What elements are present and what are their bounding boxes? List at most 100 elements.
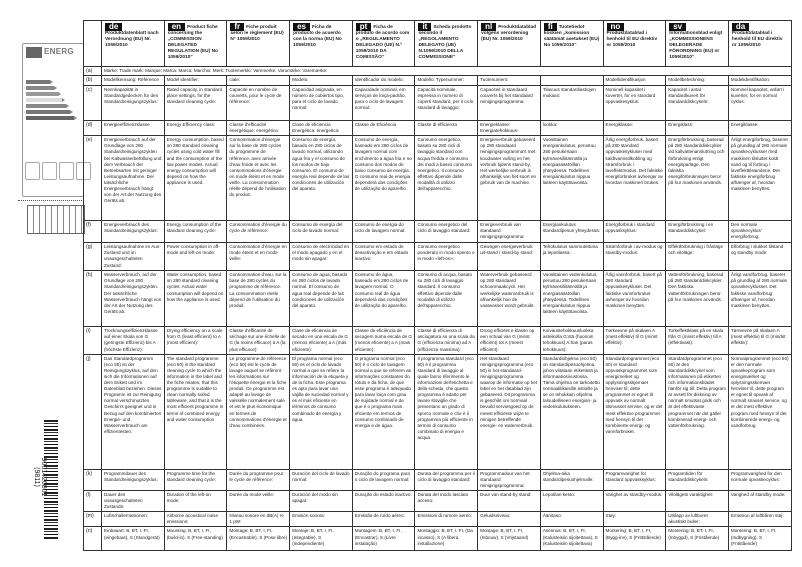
language-code-badge: en bbox=[167, 23, 186, 31]
cell-nl: Energieverbruik gebaseerd op 280 standaa… bbox=[477, 135, 541, 222]
cell-no: Programvarighet for standard oppvasksykl… bbox=[602, 468, 667, 491]
row-label: (h) bbox=[83, 270, 102, 328]
cell-en: Duration of the left-on mode: bbox=[163, 489, 228, 513]
cell-sv: Programtiden för standarddiskcykeln: bbox=[665, 468, 729, 491]
language-header-fr: fr Fiche produit selon le règlement (EU) … bbox=[226, 20, 291, 67]
energy-class-bar bbox=[26, 116, 77, 120]
language-header-title: Ficha de producto de acuerdo con la norm… bbox=[293, 25, 342, 48]
cell-no: Strømforbruk i av-modus og standby-modus… bbox=[602, 242, 667, 272]
cell-it: Durata del programma per il ciclo di lav… bbox=[414, 468, 479, 491]
row-label: (j) bbox=[83, 353, 102, 470]
cell-da: Energiklasse: bbox=[727, 120, 792, 137]
cell-pt: Consumo em estado de desactivação e em e… bbox=[351, 242, 416, 272]
cell-es: Clase de eficiencia de secado en una esc… bbox=[289, 326, 353, 355]
cell-nl: Droog efficiënt e klasse op een schaal v… bbox=[477, 326, 541, 355]
cell-de: Dauer des unausgeschalteten Zustands: bbox=[101, 489, 165, 513]
row-label: (n) bbox=[83, 526, 102, 552]
cell-no: Støy: bbox=[602, 511, 667, 528]
cell-es: Duración del ciclo de lavado normal: bbox=[289, 468, 353, 491]
cell-de: Wasserverbrauch, auf der Grundlage von 2… bbox=[101, 270, 165, 328]
cell-fi: Energiankulutus standardipesun yhteydess… bbox=[539, 220, 604, 244]
table-row: (f) Energieverbrauch des Standardreinigun… bbox=[83, 220, 792, 244]
cell-sv: Kapacitet i antal standardkuvert för sta… bbox=[665, 85, 729, 122]
cell-no: Energiklasse: bbox=[602, 120, 667, 137]
cell-es: Consumo de electricidad en el modo apaga… bbox=[289, 242, 353, 272]
cell-de: Das Standardprogramm (eco 50) ist der Re… bbox=[101, 353, 165, 470]
cell-nl: Montage: B, BT, I, FI, (Inbouw), S (Vrij… bbox=[477, 526, 541, 552]
cell-no: Standardprogrammet (eco 50) er standard … bbox=[602, 353, 667, 470]
cell-pt: Consumo de energia, baseado em 280 ciclo… bbox=[351, 135, 416, 222]
cell-es: Duración del modo sin apagar: bbox=[289, 489, 353, 513]
row-label: (g) bbox=[83, 242, 102, 272]
language-header-title: Informationsblad enligt „KOMMISSIONENS D… bbox=[669, 31, 723, 60]
cell-no: Årlig vannforbruk, basert på 280 standar… bbox=[602, 270, 667, 328]
row-label: (e) bbox=[83, 135, 102, 222]
cell-fi: Ohjelma-aika standardipesuohjelmalle: bbox=[539, 468, 604, 491]
language-code-badge: it bbox=[418, 23, 432, 31]
cell-fr: Consommation d'énergie du cycle de référ… bbox=[226, 220, 291, 244]
cell-fi: luokka: bbox=[539, 120, 604, 137]
cell-es: Consumo de agua, basado en 280 ciclos de… bbox=[289, 270, 353, 328]
cell-de: Programmdauer des Standardreinigungszykl… bbox=[101, 468, 165, 491]
energy-label-title: ENERG bbox=[44, 47, 74, 56]
cell-de: Trocknungseffizienzklasse auf einer Skal… bbox=[101, 326, 165, 355]
cell-en: Airborne acoustical noise emissions: bbox=[163, 511, 228, 528]
language-header-title: Ficha de produto de acordo com o „REGULA… bbox=[355, 25, 410, 60]
cell-da: Tørreevne på skalaen A (mest effektiv) t… bbox=[727, 326, 792, 355]
cell-it: Consumo energetico, basato su 280 cicli … bbox=[414, 135, 479, 222]
energy-class-bar bbox=[26, 110, 73, 114]
language-code-badge: fi bbox=[543, 23, 557, 31]
language-code-badge: nl bbox=[481, 23, 497, 31]
cell-da: Normalprogrammet (eco 50) er den normale… bbox=[727, 353, 792, 470]
cell-en: Rated capacity, in standard place settin… bbox=[163, 85, 228, 122]
cell-no: Nominell kapasitet i kuverter, for en st… bbox=[602, 85, 667, 122]
cell-sv: Montering: B, BT, I, FI, (Inbyggd), S (F… bbox=[665, 526, 729, 552]
cell-it: Il programma standard (eco 50) è il prog… bbox=[414, 353, 479, 470]
cell-en: Energy Efficiency class: bbox=[163, 120, 228, 137]
cell-da: Nominel kapacitet, anført i kuverter, fo… bbox=[727, 85, 792, 122]
cell-da: Den normale opvaskecyklus' energiforbrug… bbox=[727, 220, 792, 244]
cell-es: Clase de eficiencia Energética: energeti… bbox=[289, 120, 353, 137]
cell-nl: Energieverbruik van standaard reinigings… bbox=[477, 220, 541, 244]
language-header-title: Produktdatablad volgens verordening (EU)… bbox=[481, 25, 537, 42]
language-code-badge: de bbox=[105, 23, 123, 31]
cell-nl: Capaciteit in standaard couverts bij het… bbox=[477, 85, 541, 122]
table-row: (h) Wasserverbrauch, auf der Grundlage vo… bbox=[83, 270, 792, 328]
cell-pt: Duração do programa para o ciclo de lava… bbox=[351, 468, 416, 491]
language-header-title: Scheda prodotto secondo il „REGOLAMENTO … bbox=[418, 25, 472, 60]
cell-da: Montering: B, BT, I, FI, (Indbygning), S… bbox=[727, 526, 792, 552]
cell-sv: Utsläpp av luftburet akustiskt buller: bbox=[665, 511, 729, 528]
energy-class-bar bbox=[26, 98, 65, 102]
energy-label-image: ENERG bbox=[22, 43, 91, 197]
cell-it: Emissioni di rumore aereo: bbox=[414, 511, 479, 528]
cell-nl: Tuotenumero: bbox=[477, 75, 541, 87]
cell-nl: Waterverbruik gebaseerd op 280 standaard… bbox=[477, 270, 541, 328]
cell-de: Energieeffizienzklasse bbox=[101, 120, 165, 137]
cell-fi: Äänitaso: bbox=[539, 511, 604, 528]
cell-es: Modelo: bbox=[289, 75, 353, 87]
language-code-badge: es bbox=[293, 23, 310, 31]
cell-pt: Emissão de ruído aéreo: bbox=[351, 511, 416, 528]
cell-fi: Tilavuus standardiastiojen mukaan: bbox=[539, 85, 604, 122]
cell-da: Elforbrug i slukket tilstand og standby … bbox=[727, 242, 792, 272]
cell-fi: Vuosittainen vedenkulutus, perustuu 280 … bbox=[539, 270, 604, 328]
language-header-title: Product fiche concerning the „COMMISSION… bbox=[167, 25, 218, 60]
cell-de: Luftschallemissionen: bbox=[101, 511, 165, 528]
table-row: (a) Marke: Trade mark: Marque: Marca: Mar… bbox=[83, 65, 792, 77]
cell-fr: Consommation d'énergie en mode éteint et… bbox=[226, 242, 291, 272]
language-header-fi: fi Tuotetiedot koskien „komission säätämä… bbox=[539, 20, 604, 67]
cell-it: Consumo di acqua, basato su 280 cicli di… bbox=[414, 270, 479, 328]
row-label-header bbox=[83, 20, 102, 67]
cell-fi bbox=[539, 75, 604, 87]
cell-da: Varighed af standby mode: bbox=[727, 489, 792, 513]
cell-it: Classe di efficienza bbox=[414, 120, 479, 137]
language-header-en: en Product fiche concerning the „COMMISSI… bbox=[163, 20, 228, 67]
water-tap-icon bbox=[25, 162, 40, 180]
cell-no: Årlig energiforbruk, basert på 280 stand… bbox=[602, 135, 667, 222]
cell-sv: Torkeffektklass på en skala från G (mins… bbox=[665, 326, 729, 355]
cell-es: Montaje: B, BT, I, FI, (Integrable), S (… bbox=[289, 526, 353, 552]
cell-pt: Consumo de energia do ciclo de lavagem n… bbox=[351, 220, 416, 244]
cell-pt: Capacidade nominal, em serviços de loiça… bbox=[351, 85, 416, 122]
language-header-de: deProduktdatenblatt nach Verordnung (EU)… bbox=[101, 20, 165, 67]
cell-pt: Duração do estado inactivo: bbox=[351, 489, 416, 513]
